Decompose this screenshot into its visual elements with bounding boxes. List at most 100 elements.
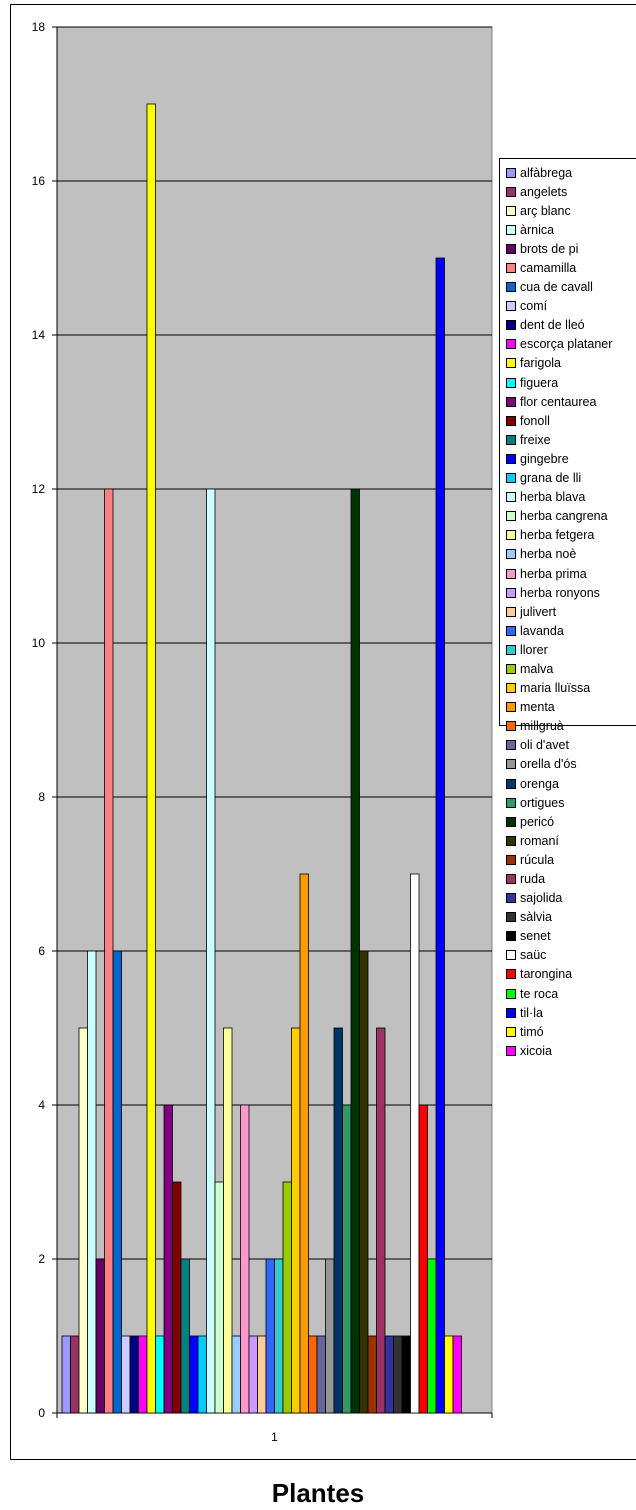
legend-item: comí bbox=[500, 297, 636, 316]
legend-swatch bbox=[506, 530, 516, 541]
legend-swatch bbox=[506, 434, 516, 445]
legend-item: lavanda bbox=[500, 621, 636, 640]
legend-label: timó bbox=[520, 1024, 544, 1039]
bar bbox=[410, 873, 420, 1414]
bar bbox=[104, 488, 114, 1414]
legend-item: fonoll bbox=[500, 411, 636, 430]
y-tick-label: 2 bbox=[38, 1252, 45, 1266]
bar bbox=[129, 1335, 139, 1414]
legend-swatch bbox=[506, 568, 516, 579]
y-tick-label: 6 bbox=[38, 944, 45, 958]
bar bbox=[206, 488, 216, 1414]
legend-swatch bbox=[506, 969, 516, 980]
bar bbox=[61, 1335, 71, 1414]
legend-item: ruda bbox=[500, 869, 636, 888]
legend-label: romaní bbox=[520, 833, 559, 848]
legend-item: sajolida bbox=[500, 889, 636, 908]
legend-item: herba blava bbox=[500, 488, 636, 507]
legend-swatch bbox=[506, 950, 516, 961]
legend-label: malva bbox=[520, 661, 554, 676]
bar bbox=[282, 1181, 292, 1414]
legend-swatch bbox=[506, 816, 516, 827]
legend-item: freixe bbox=[500, 430, 636, 449]
y-tick-label: 12 bbox=[32, 482, 46, 496]
legend-label: saüc bbox=[520, 948, 547, 963]
legend-item: til·la bbox=[500, 1003, 636, 1022]
bar bbox=[452, 1335, 462, 1414]
bar bbox=[180, 1258, 190, 1414]
bar bbox=[401, 1335, 411, 1414]
legend-label: alfàbrega bbox=[520, 165, 573, 180]
legend-label: freixe bbox=[520, 432, 551, 447]
legend-label: dent de lleó bbox=[520, 318, 585, 333]
legend-swatch bbox=[506, 339, 516, 350]
bar bbox=[316, 1335, 326, 1414]
bar bbox=[112, 950, 122, 1414]
legend-label: gingebre bbox=[520, 451, 569, 466]
legend-item: sàlvia bbox=[500, 908, 636, 927]
legend-swatch bbox=[506, 396, 516, 407]
bar bbox=[197, 1335, 207, 1414]
legend-item: herba noè bbox=[500, 545, 636, 564]
legend-label: sàlvia bbox=[520, 910, 552, 925]
legend-label: orella d'ós bbox=[520, 757, 577, 772]
y-tick-label: 14 bbox=[32, 328, 46, 342]
legend-label: pericó bbox=[520, 814, 555, 829]
legend-swatch bbox=[506, 415, 516, 426]
legend-label: menta bbox=[520, 700, 555, 715]
legend-item: herba prima bbox=[500, 564, 636, 583]
legend-swatch bbox=[506, 874, 516, 885]
legend-swatch bbox=[506, 358, 516, 369]
legend-label: camamilla bbox=[520, 261, 577, 276]
bar bbox=[95, 1258, 105, 1414]
legend-item: herba ronyons bbox=[500, 583, 636, 602]
legend-label: orenga bbox=[520, 776, 559, 791]
legend-item: millgruà bbox=[500, 717, 636, 736]
legend-item: cua de cavall bbox=[500, 278, 636, 297]
legend-item: te roca bbox=[500, 984, 636, 1003]
bar bbox=[223, 1027, 233, 1414]
legend-item: alfàbrega bbox=[500, 163, 636, 182]
legend-swatch bbox=[506, 988, 516, 999]
bar bbox=[121, 1335, 131, 1414]
y-tick-label: 4 bbox=[38, 1098, 45, 1112]
bar bbox=[308, 1335, 318, 1414]
legend-item: angelets bbox=[500, 182, 636, 201]
bar bbox=[376, 1027, 386, 1414]
legend-item: orella d'ós bbox=[500, 755, 636, 774]
legend-item: grana de lli bbox=[500, 469, 636, 488]
legend-label: xicoia bbox=[520, 1043, 552, 1058]
bar bbox=[333, 1027, 343, 1414]
legend-swatch bbox=[506, 549, 516, 560]
legend-swatch bbox=[506, 721, 516, 732]
bar bbox=[240, 1104, 250, 1414]
legend-swatch bbox=[506, 835, 516, 846]
bar bbox=[172, 1181, 182, 1414]
legend-label: julivert bbox=[520, 604, 557, 619]
legend-swatch bbox=[506, 301, 516, 312]
bar bbox=[291, 1027, 301, 1414]
bar bbox=[87, 950, 97, 1414]
bar bbox=[265, 1258, 275, 1414]
bar bbox=[257, 1335, 267, 1414]
y-tick-label: 18 bbox=[32, 20, 46, 34]
legend-item: herba cangrena bbox=[500, 507, 636, 526]
legend-item: saüc bbox=[500, 946, 636, 965]
bar bbox=[325, 1258, 335, 1414]
bar bbox=[146, 103, 156, 1414]
legend-label: oli d'avet bbox=[520, 738, 569, 753]
chart-legend: alfàbrega angelets arç blanc àrnica brots de… bbox=[499, 158, 636, 1058]
y-tick-label: 0 bbox=[38, 1406, 45, 1420]
legend-label: llorer bbox=[520, 642, 548, 657]
legend-swatch bbox=[506, 644, 516, 655]
legend-swatch bbox=[506, 205, 516, 216]
legend-swatch bbox=[506, 683, 516, 694]
legend-swatch bbox=[506, 377, 516, 388]
bar bbox=[427, 1258, 437, 1414]
legend-label: figuera bbox=[520, 375, 559, 390]
bar bbox=[138, 1335, 148, 1414]
bar bbox=[367, 1335, 377, 1414]
legend-label: te roca bbox=[520, 986, 559, 1001]
legend-item: gingebre bbox=[500, 449, 636, 468]
legend-swatch bbox=[506, 1007, 516, 1018]
